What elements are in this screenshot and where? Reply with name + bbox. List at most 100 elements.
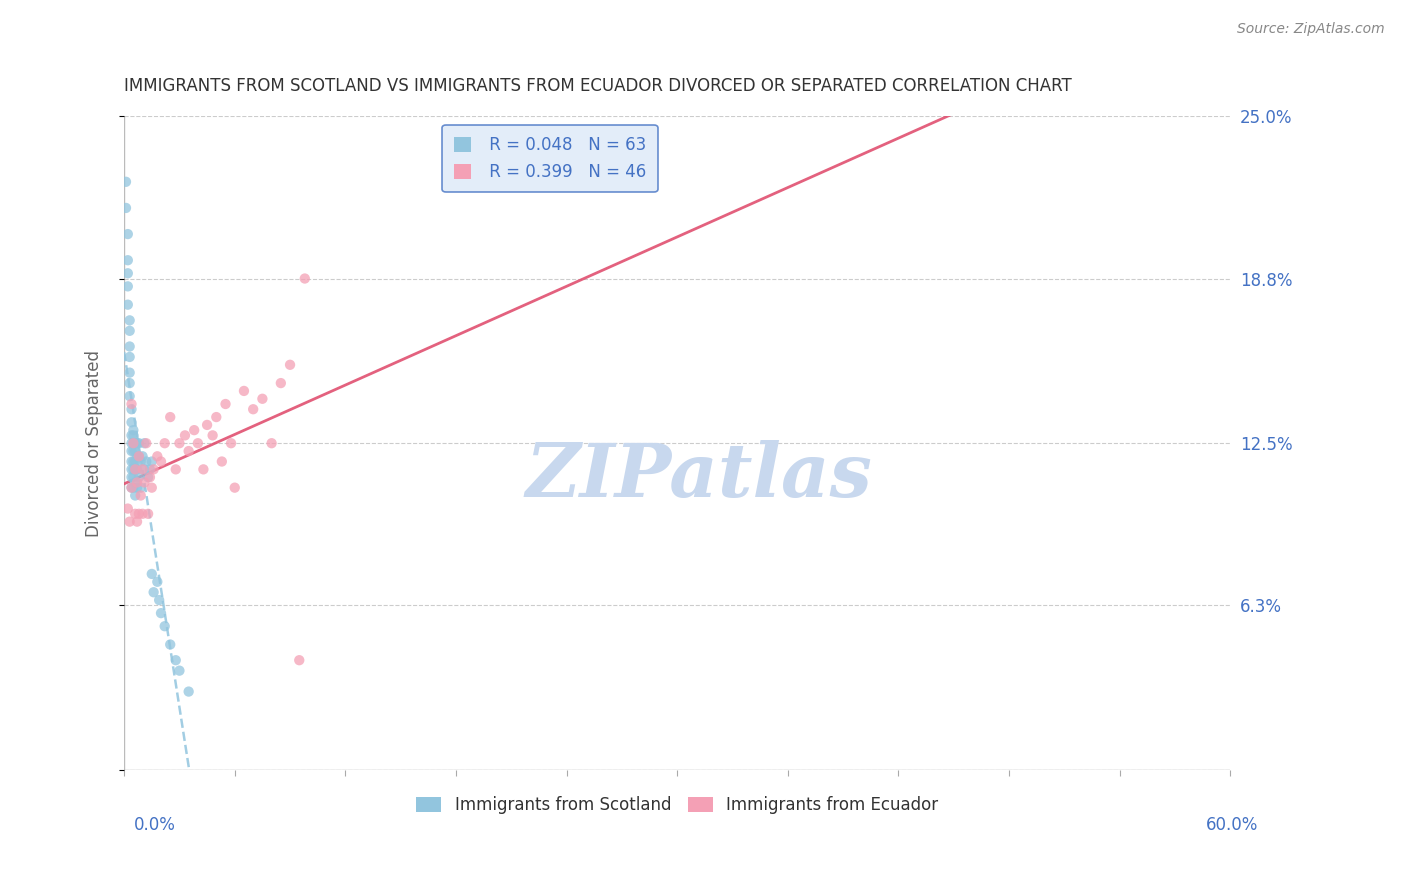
Point [169, 436, 191, 450]
Point [117, 227, 139, 241]
Point [195, 417, 218, 432]
Point [260, 436, 283, 450]
Point [131, 450, 153, 464]
Point [121, 470, 143, 484]
Point [214, 397, 236, 411]
Point [146, 574, 169, 589]
Point [139, 462, 162, 476]
Point [128, 436, 150, 450]
Point [122, 444, 145, 458]
Point [125, 481, 148, 495]
Point [187, 436, 209, 450]
Point [125, 515, 148, 529]
Text: ZIPatlas: ZIPatlas [526, 440, 873, 512]
Point [174, 428, 197, 442]
Point [118, 350, 141, 364]
Point [294, 271, 316, 285]
Point [118, 389, 141, 403]
Point [124, 436, 146, 450]
Point [131, 507, 153, 521]
Point [128, 450, 150, 464]
Point [128, 507, 150, 521]
Point [134, 436, 156, 450]
Point [122, 470, 145, 484]
Point [165, 653, 187, 667]
Point [121, 444, 143, 458]
Point [121, 454, 143, 468]
Point [177, 444, 200, 458]
Point [153, 436, 176, 450]
Point [165, 462, 187, 476]
Point [134, 462, 156, 476]
Point [122, 423, 145, 437]
Point [125, 450, 148, 464]
Point [150, 606, 173, 620]
Point [124, 462, 146, 476]
Point [122, 481, 145, 495]
Point [117, 279, 139, 293]
Point [211, 454, 233, 468]
Point [122, 436, 145, 450]
Point [118, 324, 141, 338]
Point [148, 593, 170, 607]
Point [183, 423, 205, 437]
Point [252, 392, 274, 406]
Point [115, 201, 138, 215]
Point [128, 470, 150, 484]
Point [205, 410, 228, 425]
Point [219, 436, 242, 450]
Point [128, 450, 150, 464]
Point [125, 475, 148, 490]
Point [118, 376, 141, 390]
Point [118, 313, 141, 327]
Point [159, 638, 181, 652]
Point [136, 470, 159, 484]
Point [122, 462, 145, 476]
Point [169, 664, 191, 678]
Point [129, 454, 152, 468]
Point [242, 402, 264, 417]
Point [124, 488, 146, 502]
Point [125, 462, 148, 476]
Point [129, 481, 152, 495]
Point [141, 481, 163, 495]
Point [233, 384, 256, 398]
Point [142, 585, 165, 599]
Point [121, 415, 143, 429]
Point [193, 462, 215, 476]
Point [129, 488, 152, 502]
Text: IMMIGRANTS FROM SCOTLAND VS IMMIGRANTS FROM ECUADOR DIVORCED OR SEPARATED CORREL: IMMIGRANTS FROM SCOTLAND VS IMMIGRANTS F… [124, 78, 1071, 95]
Point [121, 481, 143, 495]
Point [141, 566, 163, 581]
Point [124, 454, 146, 468]
Point [121, 402, 143, 417]
Point [121, 436, 143, 450]
Point [124, 507, 146, 521]
Point [224, 481, 246, 495]
Point [117, 266, 139, 280]
Point [121, 397, 143, 411]
Point [118, 339, 141, 353]
Point [139, 470, 162, 484]
Point [117, 253, 139, 268]
Point [118, 366, 141, 380]
Point [153, 619, 176, 633]
Text: 60.0%: 60.0% [1206, 816, 1258, 834]
Point [117, 501, 139, 516]
Point [201, 428, 224, 442]
Point [135, 436, 157, 450]
Point [278, 358, 301, 372]
Point [115, 175, 138, 189]
Text: 0.0%: 0.0% [134, 816, 176, 834]
Point [177, 684, 200, 698]
Point [121, 481, 143, 495]
Y-axis label: Divorced or Separated: Divorced or Separated [86, 350, 103, 537]
Point [122, 436, 145, 450]
Point [122, 428, 145, 442]
Point [136, 507, 159, 521]
Point [288, 653, 311, 667]
Point [131, 462, 153, 476]
Point [125, 436, 148, 450]
Point [142, 462, 165, 476]
Point [121, 462, 143, 476]
